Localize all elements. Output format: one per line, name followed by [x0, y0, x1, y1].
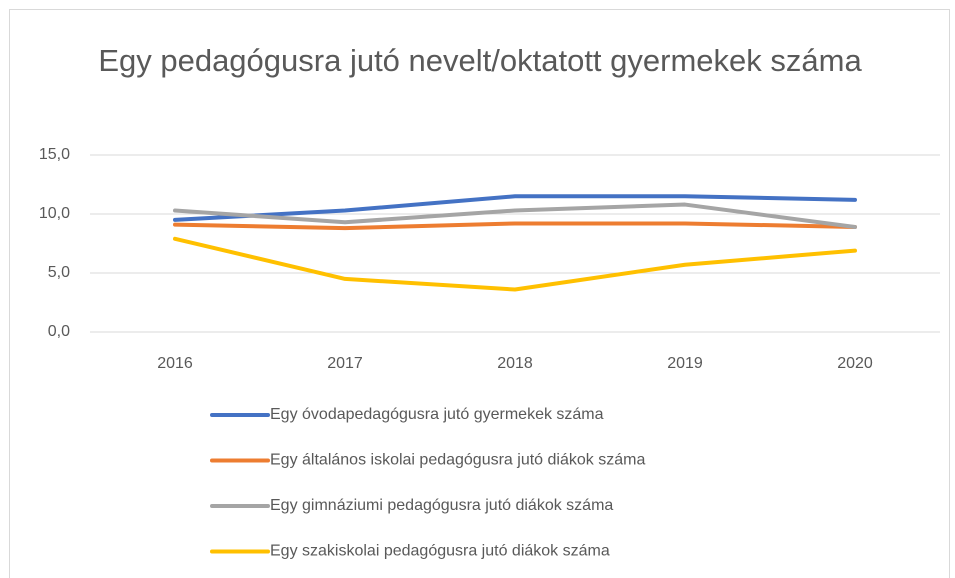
- legend-label: Egy gimnáziumi pedagógusra jutó diákok s…: [270, 497, 613, 514]
- x-tick-label: 2017: [327, 355, 363, 372]
- y-tick-label: 15,0: [39, 146, 70, 163]
- chart-border: [9, 9, 950, 578]
- legend-label: Egy óvodapedagógusra jutó gyermekek szám…: [270, 406, 604, 423]
- x-tick-label: 2019: [667, 355, 703, 372]
- x-tick-label: 2018: [497, 355, 533, 372]
- series-line: [173, 194, 857, 222]
- y-tick-label: 10,0: [39, 205, 70, 222]
- legend-label: Egy szakiskolai pedagógusra jutó diákok …: [270, 543, 610, 560]
- y-tick-label: 0,0: [48, 323, 70, 340]
- x-tick-label: 2016: [157, 355, 193, 372]
- x-tick-label: 2020: [837, 355, 873, 372]
- legend-label: Egy általános iskolai pedagógusra jutó d…: [270, 452, 645, 469]
- series-line: [173, 202, 857, 229]
- series-line: [173, 221, 857, 231]
- chart-title: Egy pedagógusra jutó nevelt/oktatott gye…: [98, 43, 862, 78]
- y-tick-label: 5,0: [48, 264, 70, 281]
- series-line: [173, 236, 857, 292]
